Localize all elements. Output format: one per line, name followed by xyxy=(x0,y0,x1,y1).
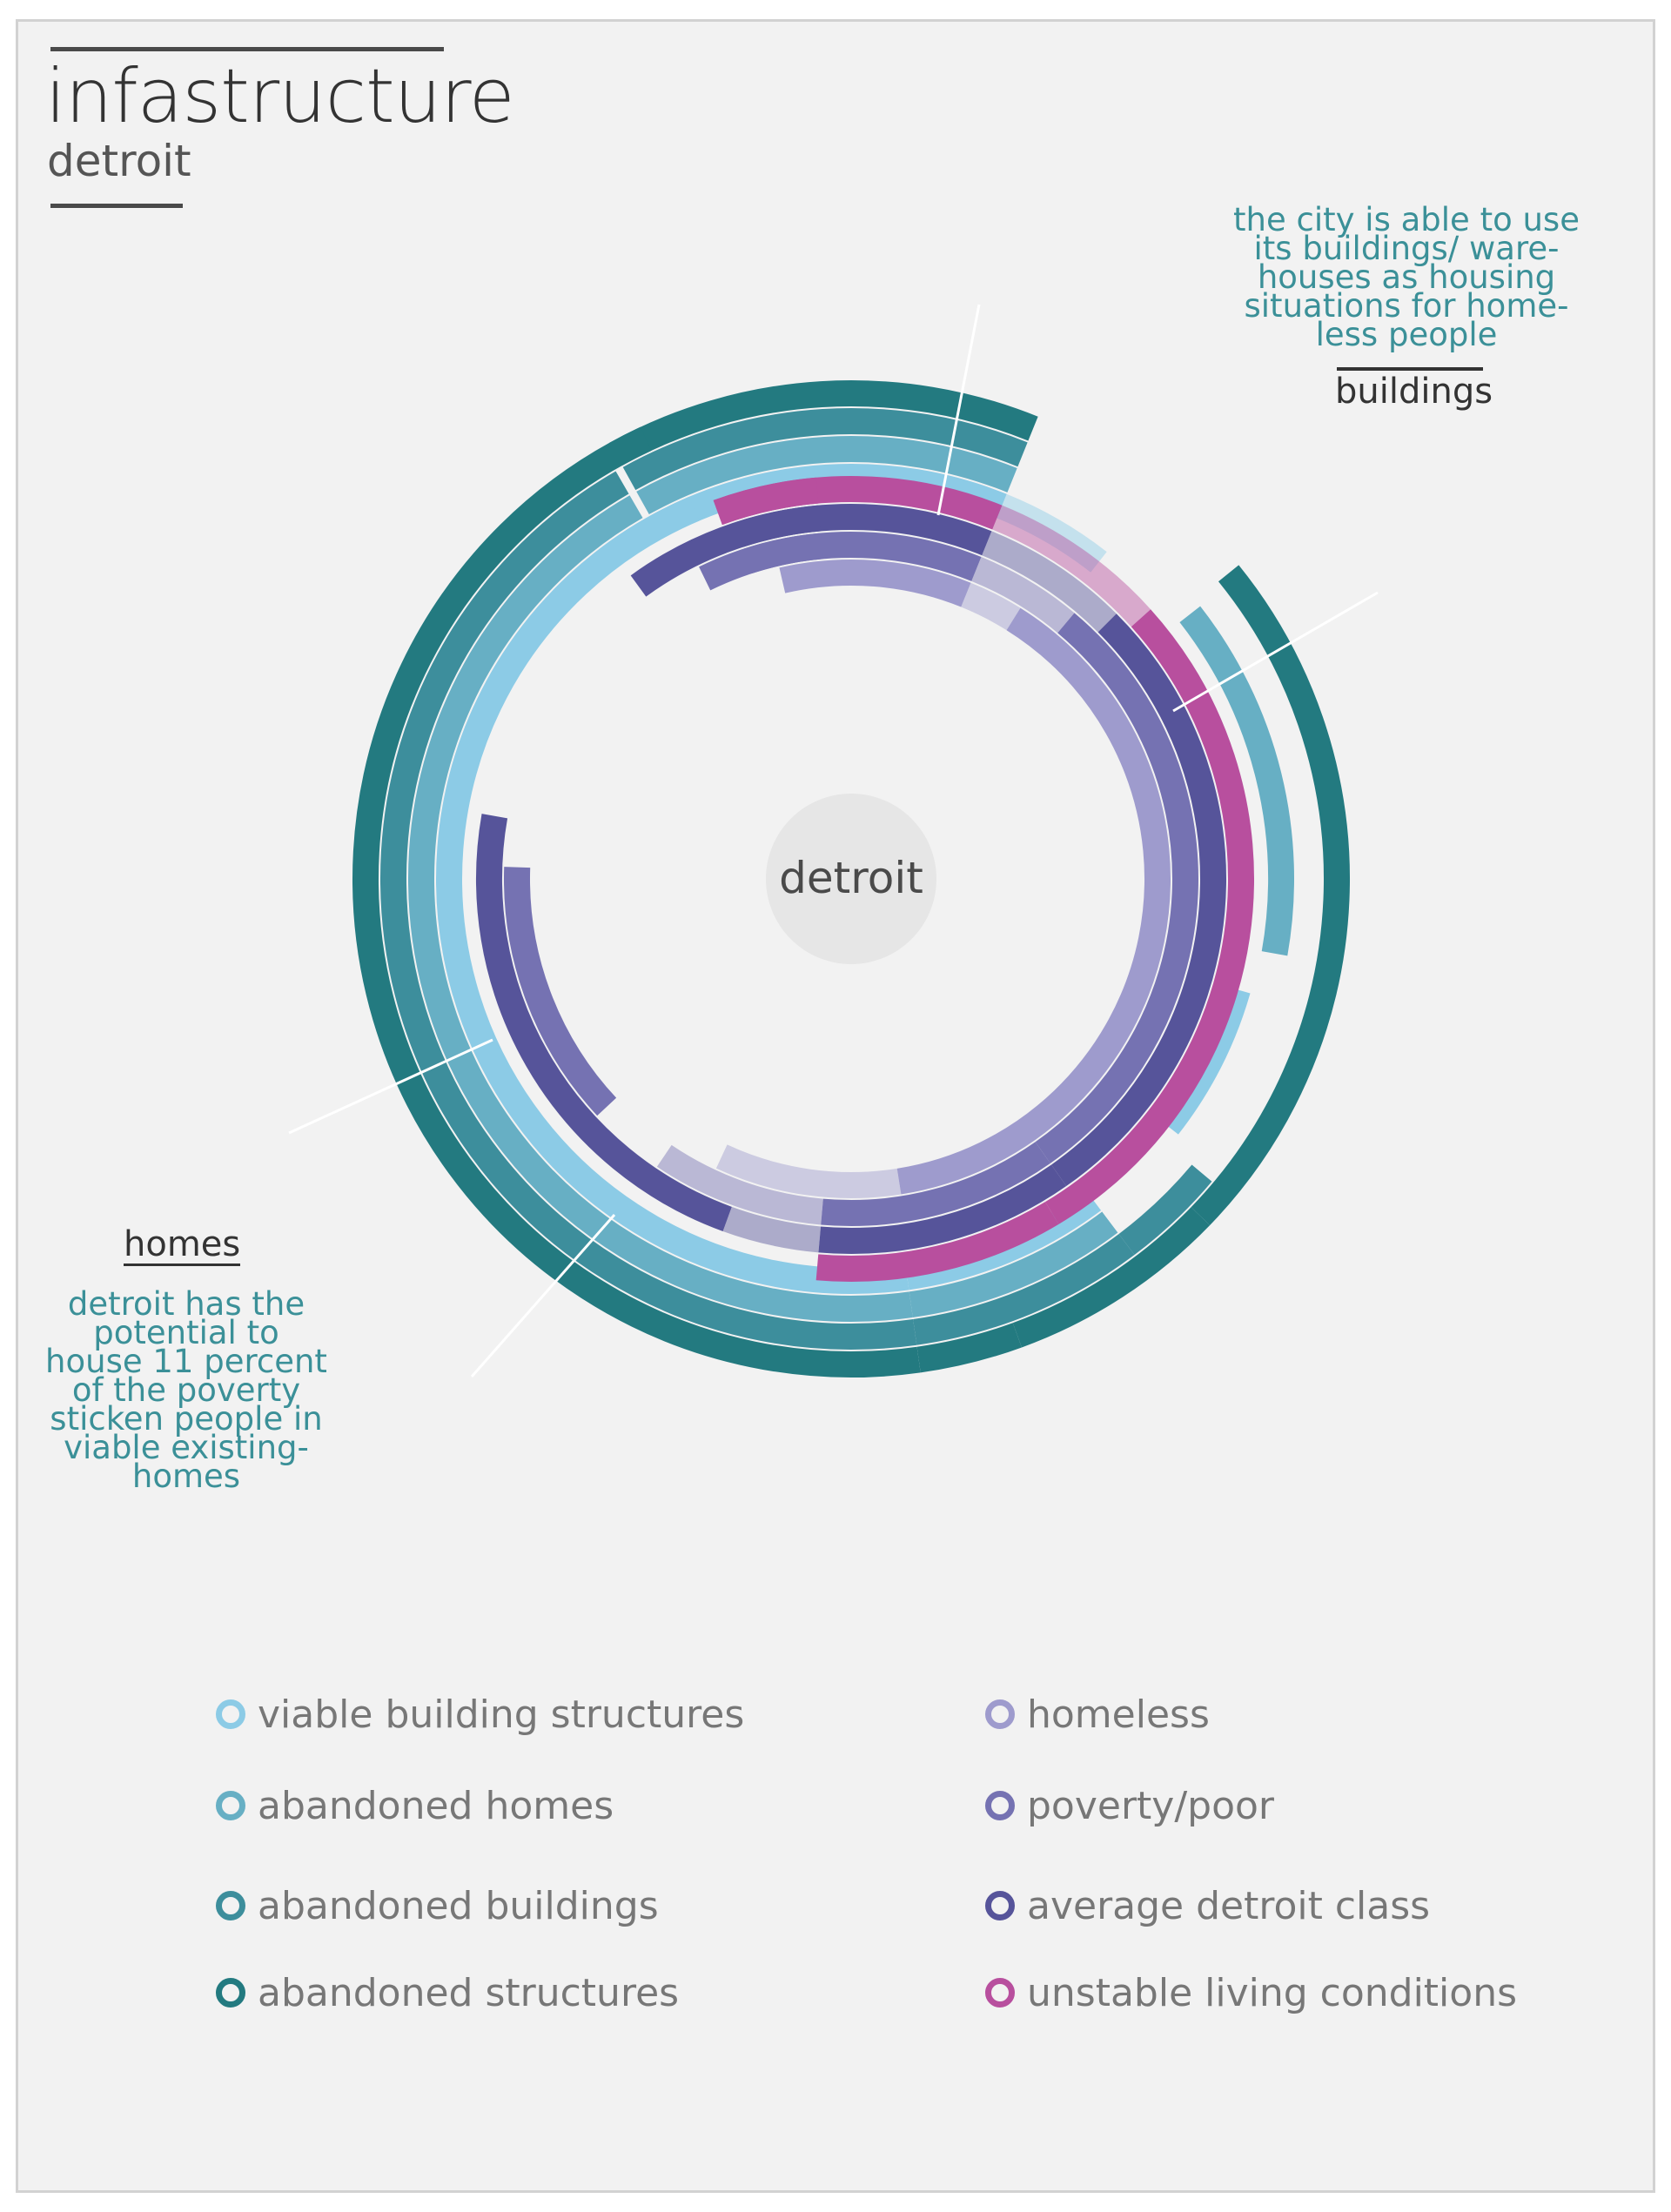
arc-poverty-poor xyxy=(699,533,824,591)
page-subtitle: detroit xyxy=(47,136,191,186)
buildings-annotation-line: less people xyxy=(1315,316,1498,353)
arc-abandoned-structures xyxy=(1191,565,1350,1226)
page-title: infastructure xyxy=(45,53,515,140)
arc-poverty-poor xyxy=(971,557,1075,633)
arc-homeless xyxy=(896,607,1171,1195)
legend-ring-icon xyxy=(216,1978,245,2008)
arc-unstable-living-conditions xyxy=(992,505,1151,627)
legend-label: average detroit class xyxy=(1027,1883,1431,1928)
segment-divider-top xyxy=(936,304,981,516)
center-label: detroit xyxy=(779,853,923,903)
segment-divider-bottom xyxy=(470,1214,616,1377)
legend-item: abandoned structures xyxy=(216,1970,680,2015)
buildings-annotation-line: houses as housing xyxy=(1257,258,1556,296)
legend-item: homeless xyxy=(985,1692,1210,1737)
legend-ring-icon xyxy=(216,1891,245,1920)
segment-divider-right xyxy=(1172,591,1379,713)
arc-poverty-poor xyxy=(1035,613,1198,1163)
arc-average-detroit-class xyxy=(818,1164,1067,1254)
legend-label: viable building structures xyxy=(258,1692,745,1737)
legend-label: abandoned buildings xyxy=(258,1883,659,1928)
homes-annotation-line: sticken people in xyxy=(50,1400,323,1438)
arc-abandoned-homes xyxy=(636,436,1017,515)
arc-abandoned-homes xyxy=(909,1211,1118,1318)
homes-heading: homes xyxy=(124,1224,241,1266)
arc-poverty-poor xyxy=(821,1142,1050,1226)
arc-unstable-living-conditions xyxy=(815,1202,1059,1282)
arc-abandoned-buildings xyxy=(380,471,917,1350)
legend-ring-icon xyxy=(216,1699,245,1729)
legend-label: abandoned structures xyxy=(258,1970,680,2015)
homes-annotation-line: detroit has the xyxy=(67,1285,305,1323)
arc-average-detroit-class xyxy=(1050,613,1226,1187)
buildings-annotation-line: its buildings/ ware- xyxy=(1253,230,1560,267)
arc-average-detroit-class xyxy=(982,531,1117,633)
legend-ring-icon xyxy=(216,1791,245,1820)
homes-annotation-line: house 11 percent xyxy=(45,1343,327,1380)
homes-annotation-line: homes xyxy=(131,1458,241,1495)
arc-abandoned-homes xyxy=(408,495,913,1322)
arc-abandoned-structures xyxy=(352,426,921,1377)
arc-average-detroit-class xyxy=(476,814,732,1232)
legend-label: unstable living conditions xyxy=(1027,1970,1517,2015)
arc-abandoned-buildings xyxy=(622,408,1028,491)
arc-abandoned-buildings xyxy=(1118,1164,1212,1256)
title-bottom-rule xyxy=(50,204,183,208)
center-circle xyxy=(766,794,936,964)
buildings-annotation: the city is able to use its buildings/ w… xyxy=(1198,201,1615,353)
arc-homeless xyxy=(779,560,971,607)
title-top-rule xyxy=(50,47,444,51)
legend-item: viable building structures xyxy=(216,1692,745,1737)
legend-item: abandoned buildings xyxy=(216,1883,659,1928)
buildings-heading-rule xyxy=(1337,367,1483,371)
legend-ring-icon xyxy=(985,1699,1015,1729)
legend-item: average detroit class xyxy=(985,1883,1431,1928)
legend-label: homeless xyxy=(1027,1692,1210,1737)
arc-average-detroit-class xyxy=(722,1206,822,1253)
arc-abandoned-homes xyxy=(1179,606,1294,956)
legend-item: abandoned homes xyxy=(216,1783,614,1828)
homes-annotation-line: viable existing- xyxy=(64,1429,309,1466)
legend-item: poverty/poor xyxy=(985,1783,1275,1828)
buildings-annotation-line: situations for home- xyxy=(1244,287,1569,325)
homes-annotation: detroit has the potential to house 11 pe… xyxy=(30,1285,343,1495)
legend-ring-icon xyxy=(985,1891,1015,1920)
arc-poverty-poor xyxy=(656,1144,823,1225)
arc-abandoned-structures xyxy=(609,380,1038,466)
legend-label: poverty/poor xyxy=(1027,1783,1275,1828)
legend-item: unstable living conditions xyxy=(985,1970,1517,2015)
arc-abandoned-buildings xyxy=(913,1234,1135,1345)
arc-unstable-living-conditions xyxy=(713,477,819,526)
buildings-heading: buildings xyxy=(1335,372,1493,412)
segment-divider-left xyxy=(288,1038,493,1135)
homes-annotation-line: potential to xyxy=(93,1314,279,1351)
arc-average-detroit-class xyxy=(630,505,822,597)
chart-arcs xyxy=(352,380,1350,1377)
arc-unstable-living-conditions xyxy=(1045,609,1254,1224)
arc-viable-building-structures xyxy=(997,493,1107,573)
buildings-annotation-line: the city is able to use xyxy=(1233,201,1580,238)
legend-label: abandoned homes xyxy=(258,1783,614,1828)
arc-poverty-poor xyxy=(504,867,617,1116)
arc-viable-building-structures xyxy=(436,496,909,1294)
homes-annotation-line: of the poverty xyxy=(71,1371,301,1409)
arc-abandoned-structures xyxy=(916,1323,1022,1373)
legend-ring-icon xyxy=(985,1978,1015,2008)
arc-abandoned-structures xyxy=(1012,1207,1211,1348)
arc-homeless xyxy=(715,1144,902,1198)
legend-ring-icon xyxy=(985,1791,1015,1820)
